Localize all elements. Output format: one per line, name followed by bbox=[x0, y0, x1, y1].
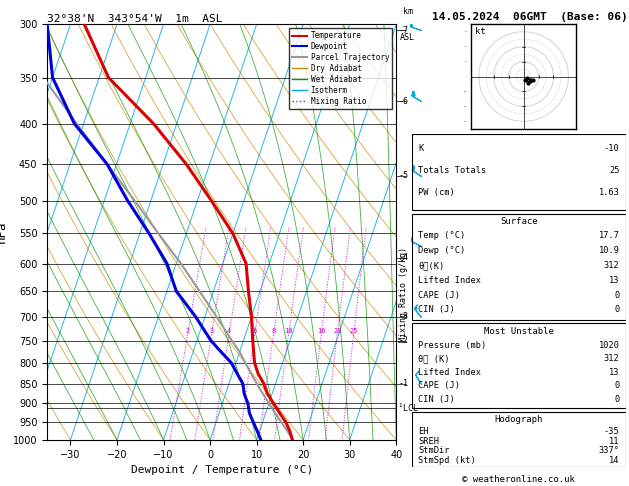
Text: 6: 6 bbox=[253, 328, 257, 334]
Text: 14.05.2024  06GMT  (Base: 06): 14.05.2024 06GMT (Base: 06) bbox=[432, 12, 628, 22]
Y-axis label: hPa: hPa bbox=[0, 221, 8, 243]
Text: θᴀ (K): θᴀ (K) bbox=[418, 354, 450, 363]
Text: CAPE (J): CAPE (J) bbox=[418, 291, 460, 299]
Text: 0: 0 bbox=[614, 305, 620, 314]
Text: Lifted Index: Lifted Index bbox=[418, 276, 481, 285]
Text: Temp (°C): Temp (°C) bbox=[418, 231, 465, 241]
Text: 25: 25 bbox=[609, 166, 620, 175]
Text: Surface: Surface bbox=[500, 217, 538, 226]
Text: 16: 16 bbox=[317, 328, 326, 334]
Text: -1: -1 bbox=[398, 379, 408, 388]
Text: 0: 0 bbox=[614, 381, 620, 390]
Text: 1020: 1020 bbox=[598, 341, 620, 349]
Text: -3: -3 bbox=[398, 312, 408, 321]
Bar bbox=[412, 134, 626, 210]
Text: -7: -7 bbox=[398, 25, 408, 35]
Text: 4: 4 bbox=[227, 328, 231, 334]
Text: $^1$LCL: $^1$LCL bbox=[398, 402, 419, 414]
Text: Hodograph: Hodograph bbox=[495, 415, 543, 424]
Text: 10.9: 10.9 bbox=[598, 246, 620, 255]
Text: 3: 3 bbox=[209, 328, 214, 334]
Text: K: K bbox=[418, 144, 424, 154]
Text: CIN (J): CIN (J) bbox=[418, 305, 455, 314]
Text: 10: 10 bbox=[284, 328, 293, 334]
Text: 8: 8 bbox=[272, 328, 276, 334]
Text: 337°: 337° bbox=[598, 446, 620, 455]
Bar bbox=[412, 213, 626, 320]
Bar bbox=[412, 323, 626, 408]
Text: 17.7: 17.7 bbox=[598, 231, 620, 241]
Text: θᴀ(K): θᴀ(K) bbox=[418, 261, 445, 270]
Text: StmSpd (kt): StmSpd (kt) bbox=[418, 456, 476, 465]
Text: CIN (J): CIN (J) bbox=[418, 395, 455, 404]
Text: -4: -4 bbox=[398, 253, 408, 262]
Text: 0: 0 bbox=[614, 395, 620, 404]
Text: 13: 13 bbox=[609, 367, 620, 377]
Text: 13: 13 bbox=[609, 276, 620, 285]
Text: -10: -10 bbox=[604, 144, 620, 154]
Text: 312: 312 bbox=[604, 261, 620, 270]
Text: 11: 11 bbox=[609, 436, 620, 446]
Text: © weatheronline.co.uk: © weatheronline.co.uk bbox=[462, 474, 576, 484]
Text: StmDir: StmDir bbox=[418, 446, 450, 455]
Text: -35: -35 bbox=[604, 427, 620, 436]
Text: 25: 25 bbox=[350, 328, 358, 334]
Text: ASL: ASL bbox=[400, 33, 415, 42]
Text: CAPE (J): CAPE (J) bbox=[418, 381, 460, 390]
Text: PW (cm): PW (cm) bbox=[418, 188, 455, 197]
Text: Mixing Ratio (g/kg): Mixing Ratio (g/kg) bbox=[399, 247, 408, 342]
X-axis label: Dewpoint / Temperature (°C): Dewpoint / Temperature (°C) bbox=[131, 465, 313, 475]
Text: 312: 312 bbox=[604, 354, 620, 363]
Text: Most Unstable: Most Unstable bbox=[484, 327, 554, 336]
Text: SREH: SREH bbox=[418, 436, 440, 446]
Text: 0: 0 bbox=[614, 291, 620, 299]
Text: Totals Totals: Totals Totals bbox=[418, 166, 487, 175]
Text: -6: -6 bbox=[398, 97, 408, 106]
Text: 1.63: 1.63 bbox=[598, 188, 620, 197]
Bar bbox=[412, 412, 626, 467]
Text: EH: EH bbox=[418, 427, 429, 436]
Text: 32°38'N  343°54'W  1m  ASL: 32°38'N 343°54'W 1m ASL bbox=[47, 14, 223, 23]
Text: -2: -2 bbox=[398, 336, 408, 345]
Text: Dewp (°C): Dewp (°C) bbox=[418, 246, 465, 255]
Text: km: km bbox=[403, 7, 413, 16]
Text: kt: kt bbox=[474, 27, 486, 36]
Text: -5: -5 bbox=[398, 171, 408, 180]
Text: Pressure (mb): Pressure (mb) bbox=[418, 341, 487, 349]
Text: 14: 14 bbox=[609, 456, 620, 465]
Text: 2: 2 bbox=[186, 328, 190, 334]
Text: 20: 20 bbox=[333, 328, 342, 334]
Text: Lifted Index: Lifted Index bbox=[418, 367, 481, 377]
Legend: Temperature, Dewpoint, Parcel Trajectory, Dry Adiabat, Wet Adiabat, Isotherm, Mi: Temperature, Dewpoint, Parcel Trajectory… bbox=[289, 28, 392, 109]
